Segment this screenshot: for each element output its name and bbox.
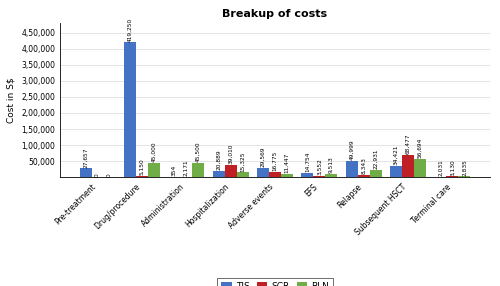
Text: 34,421: 34,421 xyxy=(394,145,398,165)
Text: 29,569: 29,569 xyxy=(260,146,266,167)
Bar xyxy=(80,168,92,177)
Text: 419,250: 419,250 xyxy=(128,17,132,42)
Text: 20,889: 20,889 xyxy=(216,149,221,170)
Bar xyxy=(346,161,358,177)
Bar xyxy=(326,174,338,177)
Text: 15,325: 15,325 xyxy=(240,151,245,172)
Text: 2,835: 2,835 xyxy=(462,159,467,176)
Bar xyxy=(148,163,160,177)
Text: 22,931: 22,931 xyxy=(373,149,378,169)
Bar xyxy=(314,176,326,177)
Y-axis label: Cost in S$: Cost in S$ xyxy=(6,77,16,123)
Bar xyxy=(124,42,136,177)
Legend: TIS, SCR, BLN: TIS, SCR, BLN xyxy=(216,278,334,286)
Bar xyxy=(257,168,269,177)
Text: 2,171: 2,171 xyxy=(184,159,189,176)
Title: Breakup of costs: Breakup of costs xyxy=(222,9,328,19)
Text: 27,657: 27,657 xyxy=(83,147,88,168)
Text: 14,754: 14,754 xyxy=(305,151,310,172)
Text: 8,343: 8,343 xyxy=(361,157,366,174)
Text: 16,775: 16,775 xyxy=(272,151,278,171)
Text: 45,000: 45,000 xyxy=(152,141,156,162)
Text: 68,477: 68,477 xyxy=(406,134,410,154)
Text: 3,130: 3,130 xyxy=(450,159,455,176)
Text: 11,447: 11,447 xyxy=(284,152,290,173)
Bar xyxy=(402,155,414,177)
Text: 5,150: 5,150 xyxy=(140,158,144,175)
Bar xyxy=(192,163,204,177)
Text: 9,513: 9,513 xyxy=(329,157,334,173)
Text: 0: 0 xyxy=(95,173,100,176)
Bar xyxy=(212,170,224,177)
Bar xyxy=(358,175,370,177)
Text: 2,031: 2,031 xyxy=(438,159,443,176)
Bar xyxy=(269,172,281,177)
Text: 3,552: 3,552 xyxy=(317,158,322,175)
Text: 45,500: 45,500 xyxy=(196,141,200,162)
Bar xyxy=(414,159,426,177)
Bar xyxy=(390,166,402,177)
Text: 39,010: 39,010 xyxy=(228,144,233,164)
Bar xyxy=(458,176,470,177)
Bar xyxy=(236,172,248,177)
Bar xyxy=(370,170,382,177)
Text: 0: 0 xyxy=(107,173,112,176)
Bar xyxy=(446,176,458,177)
Bar xyxy=(302,172,314,177)
Bar xyxy=(281,174,293,177)
Text: 354: 354 xyxy=(172,165,177,176)
Bar xyxy=(224,165,236,177)
Text: 49,999: 49,999 xyxy=(350,140,354,160)
Bar xyxy=(136,176,148,177)
Text: 56,694: 56,694 xyxy=(418,138,422,158)
